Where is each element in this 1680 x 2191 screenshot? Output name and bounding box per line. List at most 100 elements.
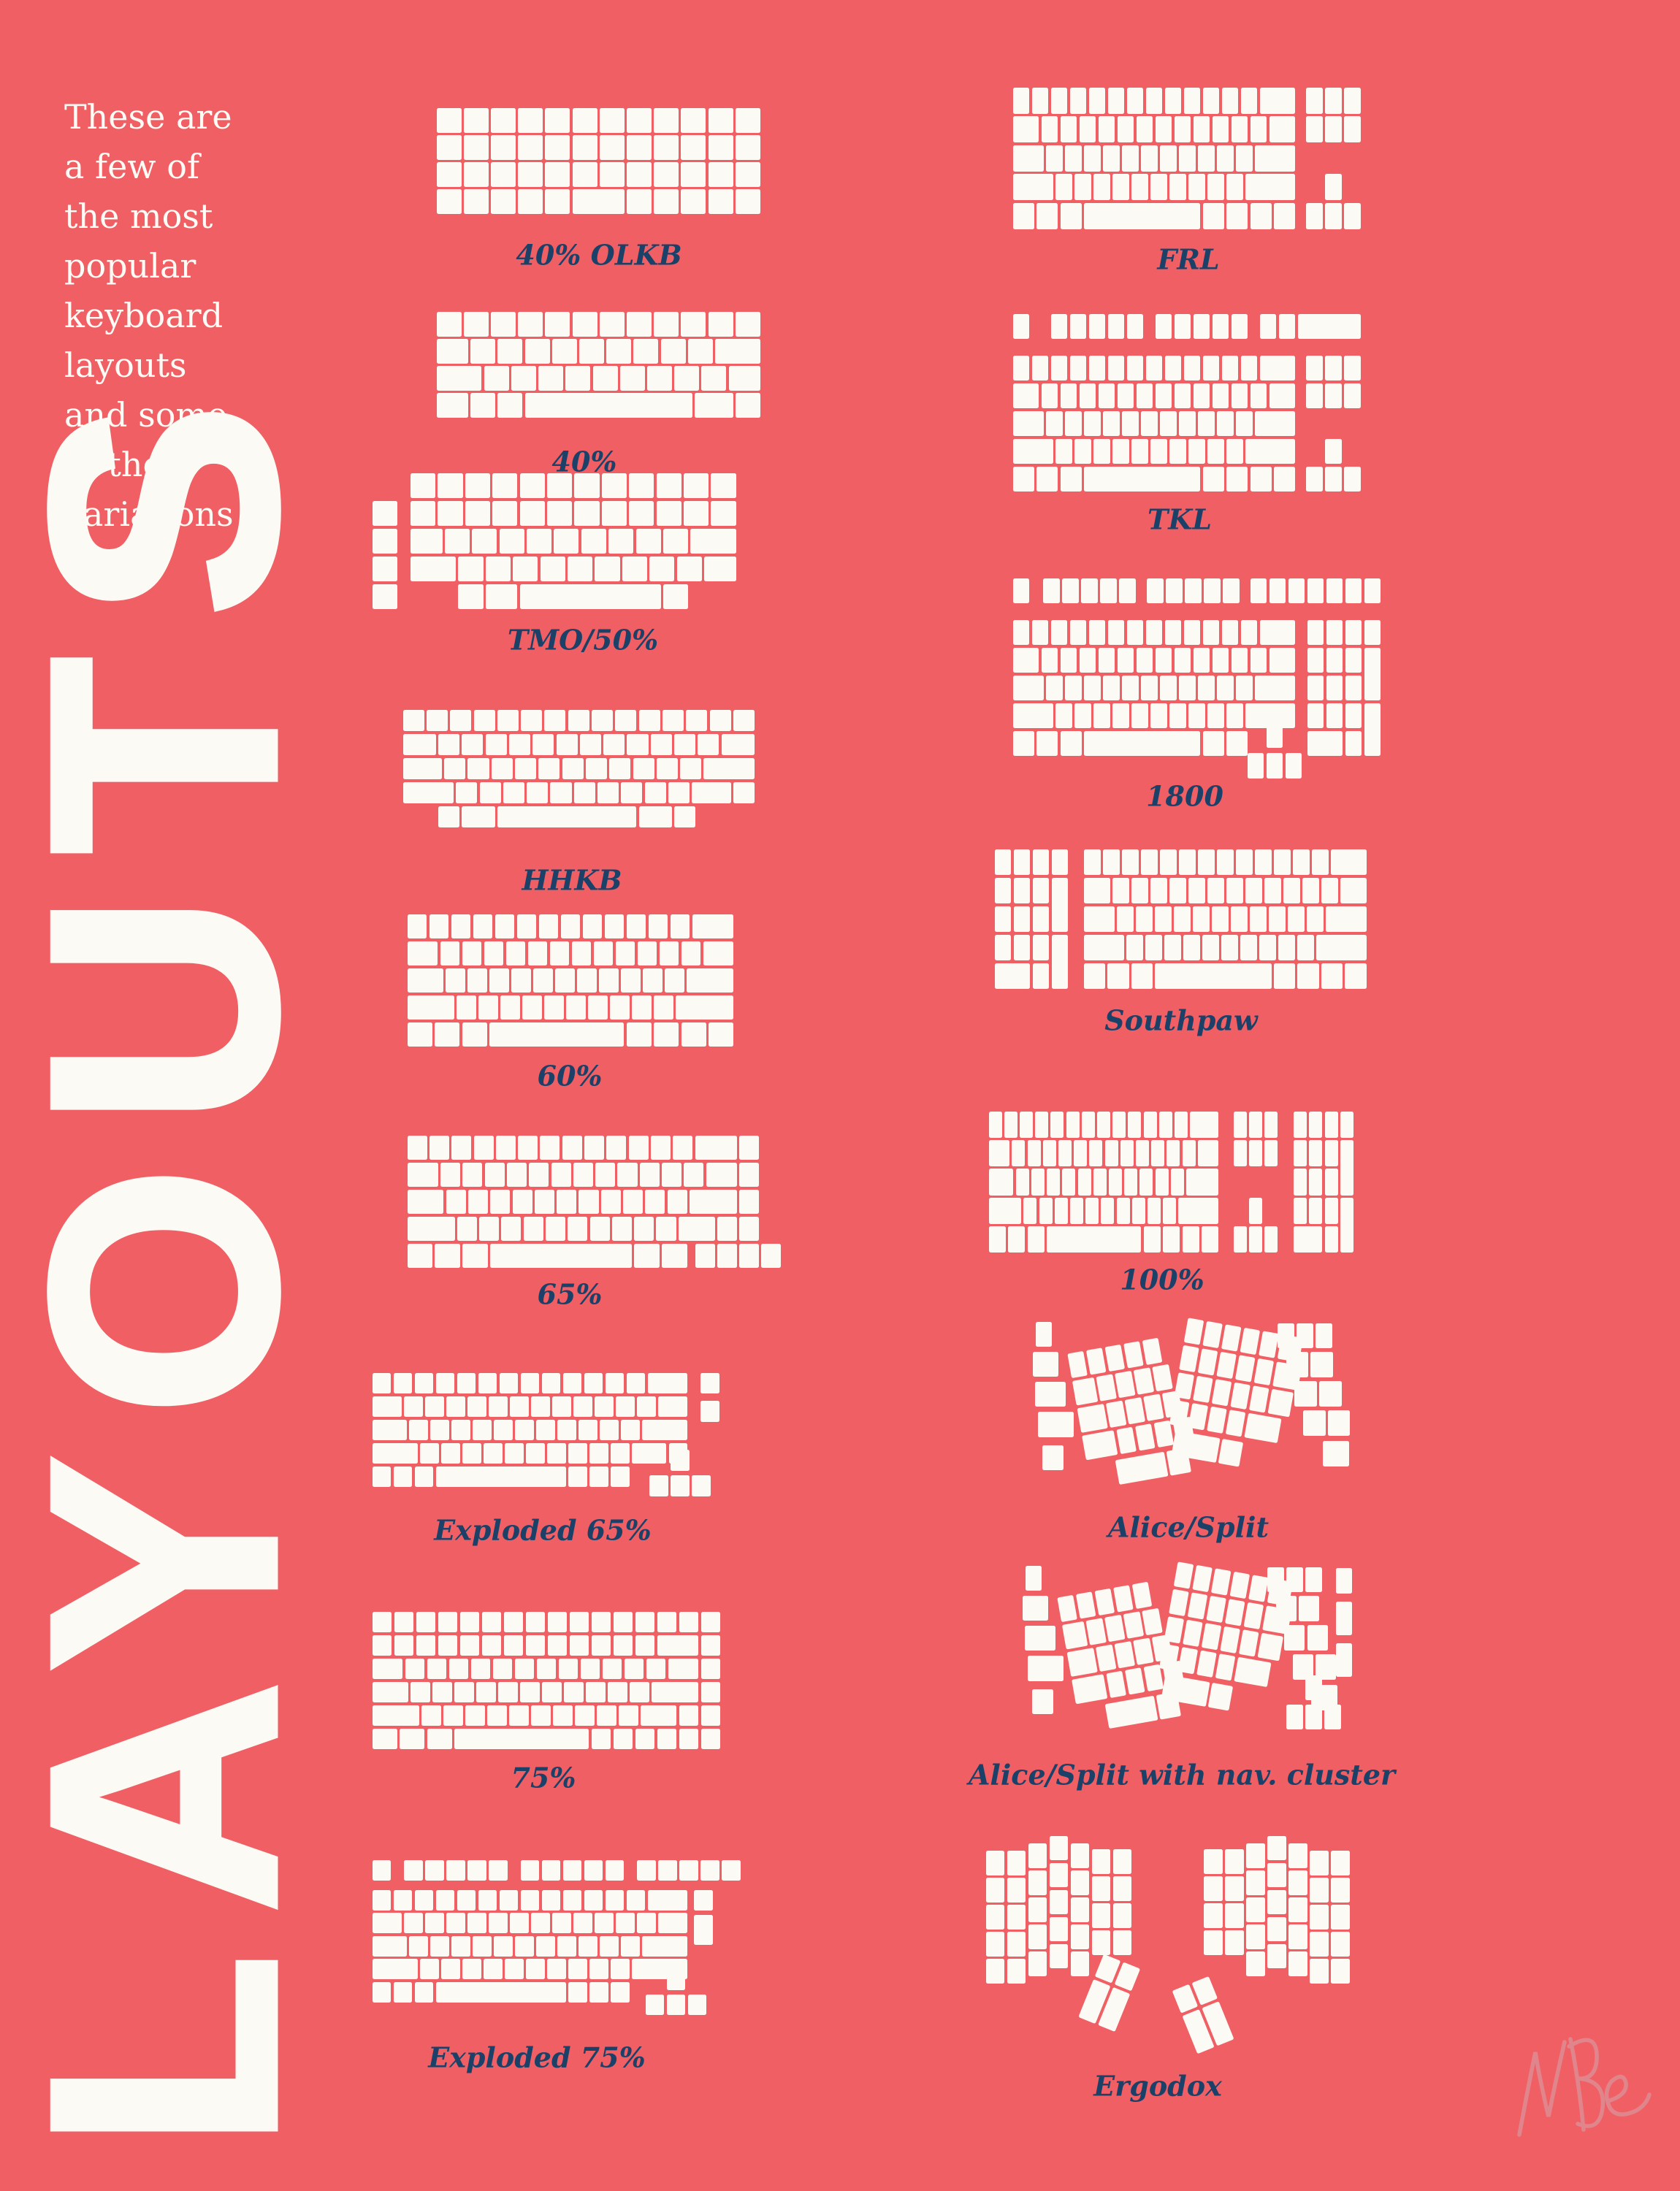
key bbox=[589, 1981, 608, 2003]
key bbox=[446, 1859, 465, 1881]
key bbox=[524, 338, 550, 364]
key bbox=[624, 1658, 644, 1680]
key bbox=[579, 733, 601, 756]
key bbox=[1143, 1226, 1161, 1253]
key bbox=[608, 528, 634, 554]
key bbox=[1041, 383, 1058, 409]
key bbox=[610, 1959, 630, 1980]
key bbox=[588, 995, 608, 1020]
key bbox=[615, 709, 637, 732]
key bbox=[1198, 145, 1215, 172]
key bbox=[627, 134, 652, 160]
key bbox=[1298, 1596, 1319, 1622]
key bbox=[1141, 675, 1158, 701]
key bbox=[409, 1419, 429, 1441]
key bbox=[1221, 355, 1239, 381]
key bbox=[1115, 1426, 1137, 1455]
key bbox=[562, 1889, 582, 1911]
key bbox=[1136, 906, 1153, 933]
key bbox=[1345, 703, 1362, 729]
key bbox=[1160, 675, 1177, 701]
key bbox=[1046, 675, 1063, 701]
key bbox=[709, 709, 731, 732]
key bbox=[613, 1728, 633, 1750]
key bbox=[414, 1981, 434, 2003]
key bbox=[372, 1959, 418, 1980]
key bbox=[575, 1705, 595, 1727]
key bbox=[1202, 355, 1220, 381]
key bbox=[1088, 355, 1106, 381]
key bbox=[1245, 438, 1296, 464]
key bbox=[416, 1634, 436, 1656]
key bbox=[1236, 675, 1253, 701]
key bbox=[1188, 703, 1205, 729]
key bbox=[703, 757, 755, 780]
key bbox=[454, 1681, 474, 1703]
key bbox=[499, 528, 524, 554]
key bbox=[1163, 1226, 1180, 1253]
key bbox=[708, 134, 733, 160]
key bbox=[1013, 934, 1031, 961]
key bbox=[515, 1935, 535, 1957]
key bbox=[1309, 1197, 1323, 1224]
key bbox=[490, 1189, 511, 1215]
key bbox=[1112, 703, 1129, 729]
key bbox=[1007, 1877, 1026, 1903]
key bbox=[440, 1162, 461, 1188]
key bbox=[1169, 703, 1186, 729]
key bbox=[1141, 145, 1158, 172]
key bbox=[467, 968, 487, 993]
key bbox=[531, 1913, 550, 1934]
key bbox=[520, 1681, 540, 1703]
key bbox=[515, 1419, 535, 1441]
key bbox=[635, 1634, 655, 1656]
key bbox=[1031, 355, 1049, 381]
key bbox=[1204, 1876, 1223, 1901]
key bbox=[518, 1135, 538, 1160]
key bbox=[430, 1419, 450, 1441]
key bbox=[564, 1681, 584, 1703]
key bbox=[1150, 877, 1167, 904]
key bbox=[717, 1243, 737, 1269]
key bbox=[1202, 934, 1220, 961]
key bbox=[1269, 383, 1296, 409]
key bbox=[1207, 438, 1224, 464]
key bbox=[553, 1705, 573, 1727]
key bbox=[579, 1189, 599, 1215]
key bbox=[1288, 1897, 1308, 1922]
key bbox=[1012, 466, 1034, 492]
key bbox=[1275, 1596, 1297, 1622]
key bbox=[637, 1859, 656, 1881]
key bbox=[473, 709, 495, 732]
key bbox=[393, 1466, 413, 1488]
key bbox=[1128, 1111, 1142, 1138]
key bbox=[626, 1372, 646, 1394]
key bbox=[492, 1658, 513, 1680]
key bbox=[1047, 1226, 1142, 1253]
key bbox=[1028, 1897, 1047, 1922]
key bbox=[1051, 849, 1069, 876]
key bbox=[407, 1162, 438, 1188]
key bbox=[1244, 1412, 1282, 1444]
key bbox=[1131, 1197, 1145, 1224]
key bbox=[538, 914, 559, 939]
key bbox=[621, 1419, 641, 1441]
key bbox=[610, 995, 630, 1020]
key bbox=[1124, 1396, 1145, 1425]
key bbox=[492, 473, 518, 499]
key bbox=[1055, 703, 1072, 729]
key bbox=[1324, 1140, 1338, 1167]
key bbox=[1140, 849, 1158, 876]
key bbox=[1331, 1904, 1351, 1930]
key bbox=[1344, 383, 1362, 409]
key bbox=[429, 914, 449, 939]
key bbox=[623, 1189, 644, 1215]
key bbox=[525, 1634, 546, 1656]
key bbox=[410, 500, 436, 527]
key bbox=[1307, 675, 1324, 701]
key bbox=[503, 1611, 524, 1633]
key bbox=[1250, 202, 1272, 229]
key bbox=[503, 1634, 524, 1656]
key bbox=[683, 500, 709, 527]
key bbox=[536, 1935, 556, 1957]
